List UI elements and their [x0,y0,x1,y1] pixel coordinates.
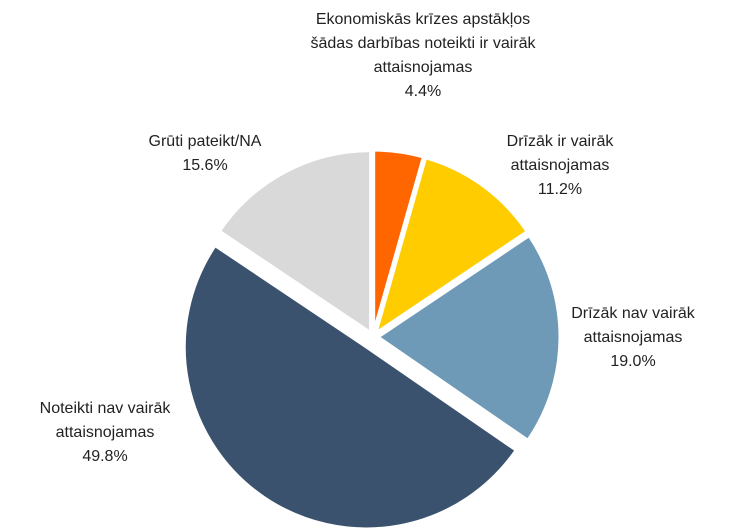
pie-slice [375,233,562,443]
slice-label: Grūti pateikt/NA 15.6% [110,130,300,178]
category-label: Noteikti nav vairāk attaisnojamas [39,400,171,441]
value-label: 4.4% [404,83,442,100]
slice-label: Drīzāk nav vairāk attaisnojamas 19.0% [548,302,718,374]
value-label: 49.8% [82,448,128,465]
value-label: 19.0% [610,353,656,370]
pie-slice [217,149,373,336]
value-label: 15.6% [182,157,228,174]
slice-label: Noteikti nav vairāk attaisnojamas 49.8% [10,397,200,469]
pie-slice [182,243,519,529]
category-label: Grūti pateikt/NA [148,133,262,150]
pie-slice [373,156,530,337]
category-label: Drīzāk ir vairāk attaisnojamas [506,133,614,174]
category-label: Drīzāk nav vairāk attaisnojamas [571,305,695,346]
slice-label: Drīzāk ir vairāk attaisnojamas 11.2% [480,130,640,202]
value-label: 11.2% [537,181,583,198]
category-label: Ekonomiskās krīzes apstākļos šādas darbī… [310,11,536,76]
pie-slice [372,148,426,333]
slice-label: Ekonomiskās krīzes apstākļos šādas darbī… [298,8,548,104]
